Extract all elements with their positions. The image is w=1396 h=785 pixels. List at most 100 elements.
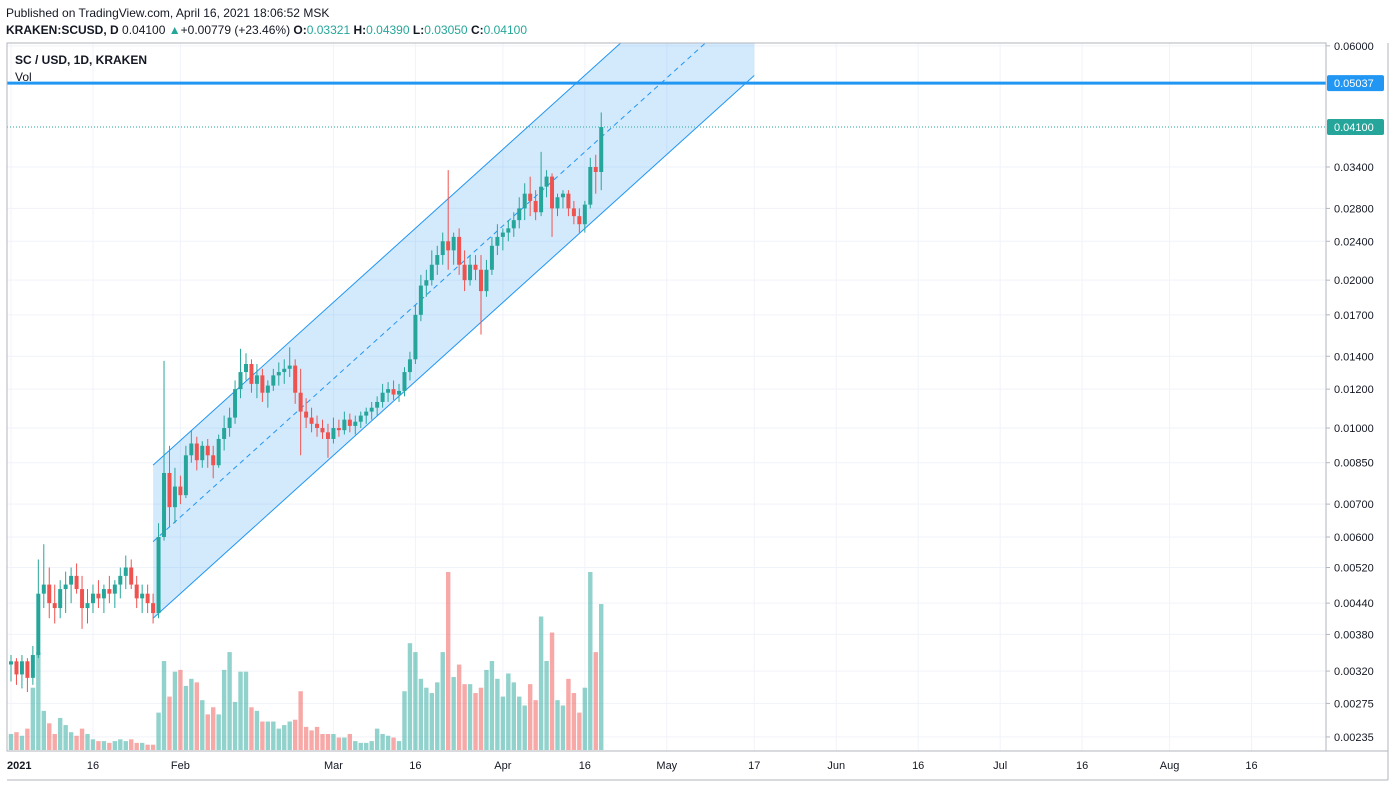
candle-body	[473, 264, 478, 270]
candle-body	[402, 372, 407, 391]
volume-bar	[456, 664, 462, 750]
volume-bar	[320, 733, 325, 750]
time-axis[interactable]: 2021 16 Feb Mar 16 Apr 16 May 17 Jun 16 Jul 16 Aug 16	[7, 760, 1258, 772]
price-tick-label: 0.00520	[1334, 563, 1374, 575]
candle-body	[304, 411, 309, 418]
candle-body	[19, 661, 24, 675]
open-value: 0.03321	[306, 23, 351, 37]
open-label: O:	[293, 23, 307, 37]
time-tick-label: 16	[579, 760, 591, 772]
candle-body	[293, 365, 298, 393]
candle-body	[265, 385, 270, 393]
candle-body	[462, 264, 467, 281]
volume-bar	[292, 719, 298, 750]
candle-body	[282, 368, 287, 373]
candle-body	[550, 176, 555, 209]
volume-bar	[571, 693, 577, 750]
volume-bar	[8, 733, 14, 750]
time-tick-label: Aug	[1160, 760, 1180, 772]
time-tick-label: 16	[912, 760, 924, 772]
horizontal-line-price-tag	[1327, 75, 1384, 92]
time-tick-label: 16	[409, 760, 421, 772]
price-tick-label: 0.00700	[1334, 499, 1374, 511]
low-value: 0.03050	[424, 23, 468, 37]
candle-body	[112, 584, 117, 594]
candle-body	[118, 575, 123, 585]
low-label: L:	[412, 23, 425, 37]
candle-body	[58, 589, 63, 609]
candle-body	[14, 661, 19, 675]
legend-vol: Vol	[15, 70, 32, 84]
price-tick-label: 0.01000	[1334, 423, 1374, 435]
volume-bar	[358, 742, 363, 750]
candle-body	[539, 186, 544, 213]
candle-body	[74, 575, 79, 590]
candle-body	[216, 438, 221, 466]
volume-bar	[560, 705, 566, 750]
price-tick-label: 0.02800	[1334, 203, 1374, 215]
candle-body	[528, 193, 533, 201]
price-tick-label: 0.02000	[1334, 275, 1374, 287]
candle-body	[325, 432, 330, 439]
volume-bar	[451, 677, 456, 750]
candle-body	[446, 241, 451, 251]
chart-frame	[6, 42, 1389, 781]
volume-bar	[385, 735, 391, 750]
volume-bar	[314, 726, 320, 750]
candle-body	[451, 236, 456, 251]
time-tick-label: Mar	[324, 760, 343, 772]
volume-bar	[123, 741, 128, 750]
candle-body	[522, 193, 527, 209]
candle-body	[533, 200, 538, 213]
volume-bar	[424, 687, 429, 750]
volume-bar	[145, 744, 150, 750]
volume-bar	[440, 652, 445, 750]
candle-body	[227, 417, 232, 429]
price-tick-label: 0.02400	[1334, 236, 1374, 248]
volume-bar	[74, 735, 79, 750]
candle-body	[211, 455, 216, 466]
candle-body	[178, 486, 183, 496]
volume-bar	[342, 737, 347, 750]
candle-body	[440, 241, 445, 256]
volume-bar	[517, 696, 522, 750]
candle-body	[254, 375, 259, 384]
time-tick-label: 16	[1076, 760, 1088, 772]
price-lines[interactable]	[7, 81, 1326, 128]
volume-bar	[107, 742, 112, 750]
candle-body	[287, 365, 292, 369]
price-tick-label: 0.00440	[1334, 598, 1374, 610]
price-tick-label: 0.01200	[1334, 384, 1374, 396]
channel-group	[152, 43, 755, 619]
horizontal-line-price-label: 0.05037	[1334, 78, 1374, 90]
time-tick-label: Jun	[827, 760, 845, 772]
volume-bar	[189, 678, 194, 750]
candle-body	[200, 445, 205, 461]
time-tick-label: Feb	[171, 760, 190, 772]
change-text: +0.00779 (+23.46%)	[180, 23, 291, 37]
candle-body	[506, 228, 511, 233]
volume-bar	[309, 730, 314, 750]
price-tick-label: 0.00600	[1334, 532, 1374, 544]
candle-body	[156, 536, 161, 614]
volume-bar	[63, 725, 68, 750]
candle-body	[517, 208, 522, 221]
candle-body	[69, 575, 74, 585]
candle-body	[342, 419, 347, 431]
channel-lower-line	[152, 75, 755, 619]
volume-bar	[527, 684, 533, 750]
volume-bar	[254, 710, 260, 750]
price-tick-label: 0.06000	[1334, 41, 1374, 53]
volume-bar	[139, 742, 145, 750]
candle-body	[80, 589, 85, 609]
parallel-channel[interactable]	[152, 0, 755, 619]
volume-bar	[473, 693, 478, 750]
volume-bar	[79, 728, 85, 750]
candle-body	[96, 593, 101, 599]
candle-body	[358, 415, 363, 422]
candle-body	[599, 127, 604, 172]
legend-title: SC / USD, 1D, KRAKEN	[15, 53, 147, 67]
volume-bar	[555, 700, 560, 750]
price-axis[interactable]: 0.06000 0.03400 0.02800 0.02400 0.02000 0.017…	[1326, 41, 1384, 744]
